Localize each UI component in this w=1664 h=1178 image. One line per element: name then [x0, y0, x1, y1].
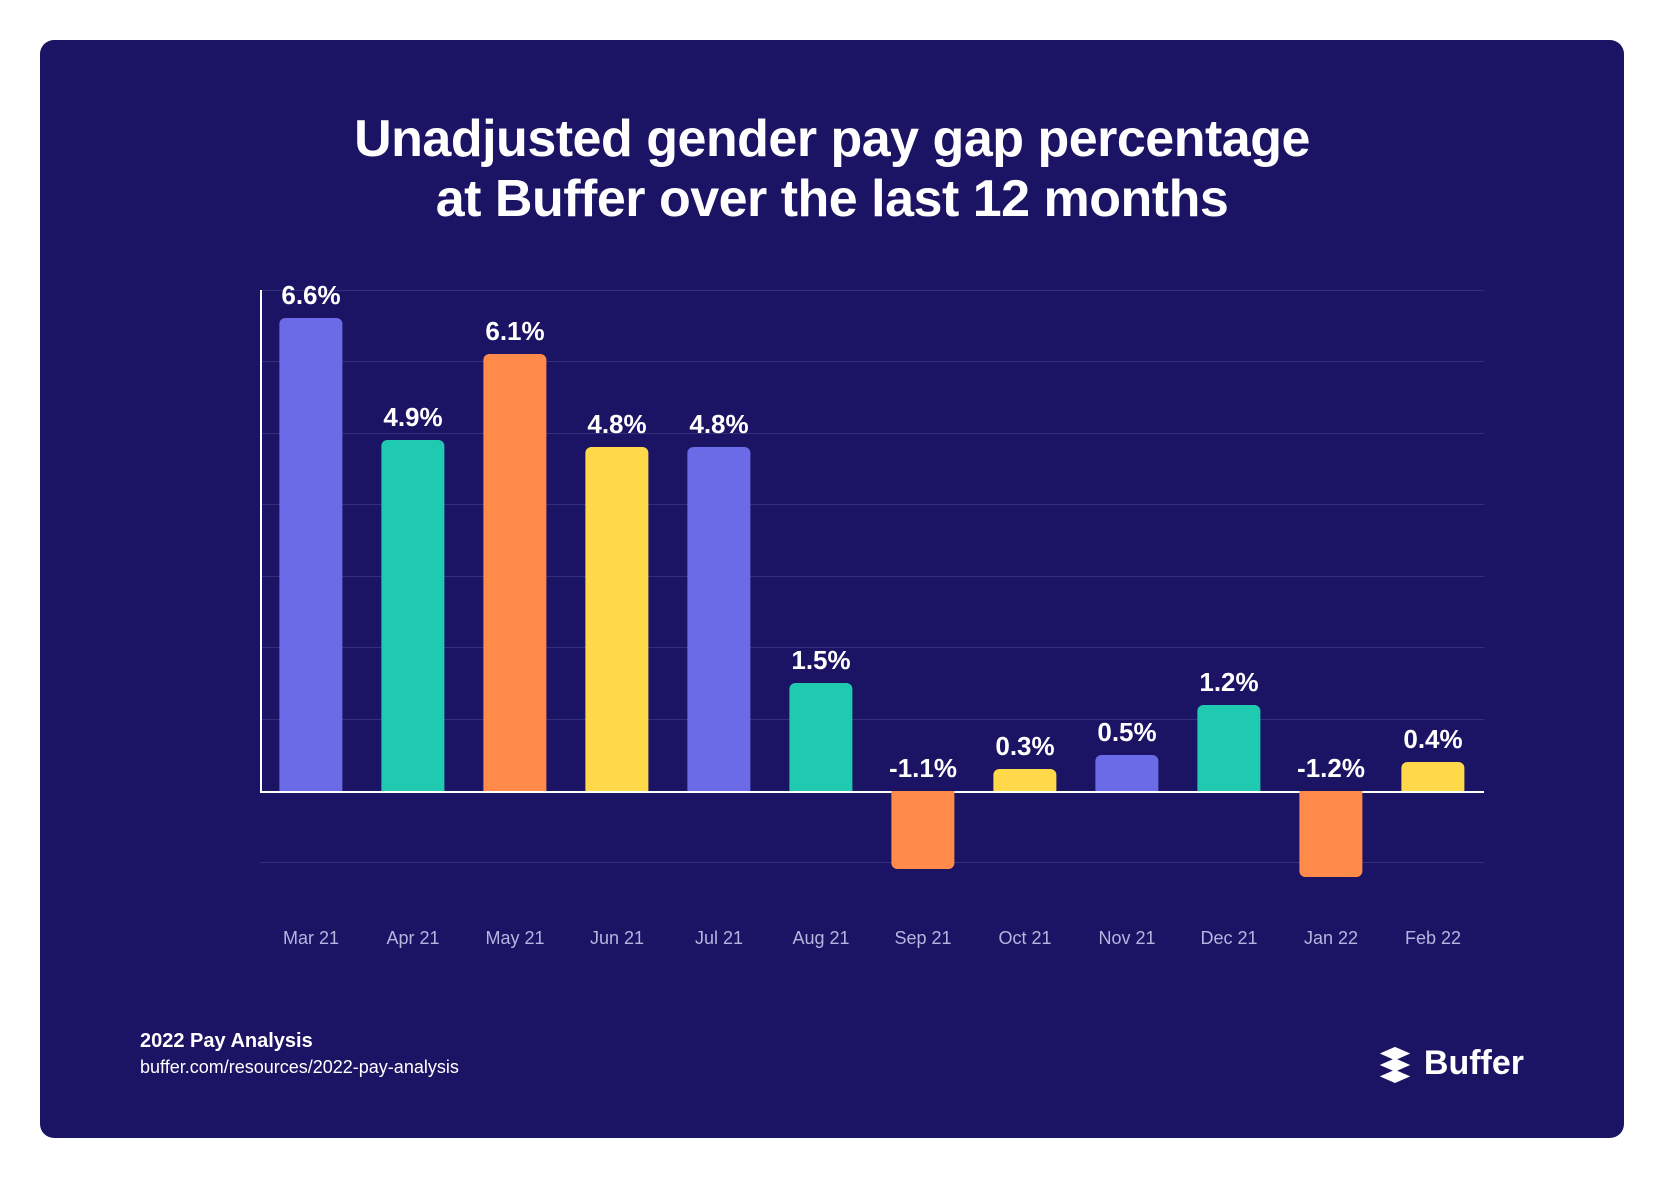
bar-column: 1.2% — [1178, 290, 1280, 898]
bar-column: 4.9% — [362, 290, 464, 898]
bar-column: 6.1% — [464, 290, 566, 898]
title-line-2: at Buffer over the last 12 months — [436, 170, 1229, 228]
bar-value-label: 6.6% — [281, 280, 340, 311]
bar-column: -1.1% — [872, 290, 974, 898]
bar-value-label: 1.2% — [1199, 667, 1258, 698]
bar — [1197, 705, 1260, 791]
bar — [789, 683, 852, 790]
bar-value-label: 4.9% — [383, 402, 442, 433]
bars-container: 6.6% 4.9% 6.1% 4.8% 4.8% 1.5% -1.1% 0.3% 0.5% 1.2… — [260, 290, 1484, 898]
bar-value-label: 0.4% — [1403, 724, 1462, 755]
brand-logo-text: Buffer — [1424, 1044, 1524, 1083]
bar-value-label: 4.8% — [587, 409, 646, 440]
bar-column: 0.5% — [1076, 290, 1178, 898]
bar-value-label: 1.5% — [791, 645, 850, 676]
bar — [585, 447, 648, 791]
bar — [891, 791, 954, 870]
bar-value-label: 0.3% — [995, 731, 1054, 762]
footer-title: 2022 Pay Analysis — [140, 1030, 459, 1053]
brand-logo: Buffer — [1376, 1044, 1524, 1083]
chart-area: 6.6% 4.9% 6.1% 4.8% 4.8% 1.5% -1.1% 0.3% 0.5% 1.2… — [260, 290, 1484, 958]
x-axis-label: Aug 21 — [792, 928, 849, 949]
chart-card: Unadjusted gender pay gap percentage at … — [40, 40, 1624, 1138]
buffer-logo-icon — [1376, 1045, 1414, 1083]
bar-value-label: 0.5% — [1097, 717, 1156, 748]
bar-value-label: -1.1% — [889, 753, 957, 784]
bar — [1299, 791, 1362, 877]
title-line-1: Unadjusted gender pay gap percentage — [354, 110, 1310, 168]
bar-column: 6.6% — [260, 290, 362, 898]
chart-title: Unadjusted gender pay gap percentage at … — [140, 110, 1524, 230]
plot-region: 6.6% 4.9% 6.1% 4.8% 4.8% 1.5% -1.1% 0.3% 0.5% 1.2… — [260, 290, 1484, 898]
x-axis-label: Apr 21 — [386, 928, 439, 949]
bar — [993, 769, 1056, 790]
canvas: Unadjusted gender pay gap percentage at … — [0, 0, 1664, 1178]
bar-column: 4.8% — [566, 290, 668, 898]
x-axis-label: Jul 21 — [695, 928, 743, 949]
x-axis-label: Sep 21 — [894, 928, 951, 949]
x-axis-label: Dec 21 — [1200, 928, 1257, 949]
footer: 2022 Pay Analysis buffer.com/resources/2… — [140, 1030, 459, 1078]
x-axis-labels: Mar 21 Apr 21 May 21 Jun 21 Jul 21 Aug 21 Sep … — [260, 908, 1484, 958]
x-axis-label: Feb 22 — [1405, 928, 1461, 949]
x-axis-label: May 21 — [485, 928, 544, 949]
bar — [279, 318, 342, 790]
bar — [381, 440, 444, 791]
bar — [1095, 755, 1158, 791]
x-axis-label: Nov 21 — [1098, 928, 1155, 949]
x-axis-label: Oct 21 — [998, 928, 1051, 949]
bar-column: 4.8% — [668, 290, 770, 898]
x-axis-label: Jan 22 — [1304, 928, 1358, 949]
bar-column: -1.2% — [1280, 290, 1382, 898]
bar — [1401, 762, 1464, 791]
bar-value-label: 6.1% — [485, 316, 544, 347]
bar-value-label: 4.8% — [689, 409, 748, 440]
footer-subtitle: buffer.com/resources/2022-pay-analysis — [140, 1057, 459, 1078]
x-axis-label: Mar 21 — [283, 928, 339, 949]
bar-column: 0.3% — [974, 290, 1076, 898]
bar-value-label: -1.2% — [1297, 753, 1365, 784]
bar-column: 1.5% — [770, 290, 872, 898]
x-axis-label: Jun 21 — [590, 928, 644, 949]
bar-column: 0.4% — [1382, 290, 1484, 898]
bar — [483, 354, 546, 791]
bar — [687, 447, 750, 791]
